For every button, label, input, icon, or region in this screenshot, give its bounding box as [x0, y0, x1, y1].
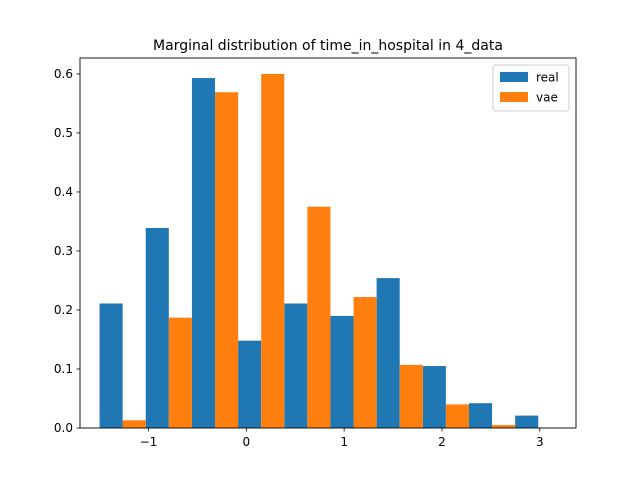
y-tick-label: 0.4 [54, 185, 73, 199]
bar-vae-4 [307, 206, 331, 428]
x-axis: −1 0 1 2 3 [140, 428, 544, 449]
x-tick-label: −1 [140, 435, 158, 449]
y-tick-label: 0.5 [54, 126, 73, 140]
bar-vae-6 [399, 364, 423, 428]
y-axis: 0.0 0.1 0.2 0.3 0.4 0.5 0.6 [54, 67, 80, 435]
x-tick-label: 1 [340, 435, 348, 449]
bar-real-9 [515, 415, 539, 428]
bar-vae-3 [261, 73, 285, 428]
x-tick-label: 0 [242, 435, 250, 449]
bar-real-5 [330, 315, 354, 428]
legend: real vae [492, 64, 570, 112]
legend-swatch-real [500, 72, 528, 82]
x-tick-label: 3 [536, 435, 544, 449]
legend-label-real: real [536, 71, 559, 85]
plot-frame [79, 57, 577, 429]
bar-real-6 [376, 278, 400, 428]
y-tick-label: 0.2 [54, 303, 73, 317]
chart-title: Marginal distribution of time_in_hospita… [153, 38, 503, 54]
bar-real-2 [191, 78, 216, 429]
bar-vae-7 [445, 404, 469, 428]
y-tick-label: 0.6 [54, 67, 73, 81]
bar-real-7 [422, 366, 446, 428]
legend-label-vae: vae [536, 91, 558, 105]
bar-vae-0 [122, 420, 146, 428]
bar-vae-5 [353, 296, 377, 428]
bar-real-8 [468, 403, 493, 428]
x-tick-label: 2 [438, 435, 446, 449]
bars-layer [99, 73, 539, 429]
bar-real-3 [238, 340, 262, 428]
y-tick-label: 0.3 [54, 244, 73, 258]
bar-real-1 [145, 227, 169, 428]
bar-vae-8 [492, 425, 516, 428]
bar-real-4 [284, 303, 308, 428]
legend-swatch-vae [500, 92, 528, 102]
y-tick-label: 0.0 [54, 421, 73, 435]
bar-vae-2 [215, 92, 239, 429]
bar-vae-1 [168, 317, 192, 428]
y-tick-label: 0.1 [54, 362, 73, 376]
bar-real-0 [99, 303, 123, 428]
